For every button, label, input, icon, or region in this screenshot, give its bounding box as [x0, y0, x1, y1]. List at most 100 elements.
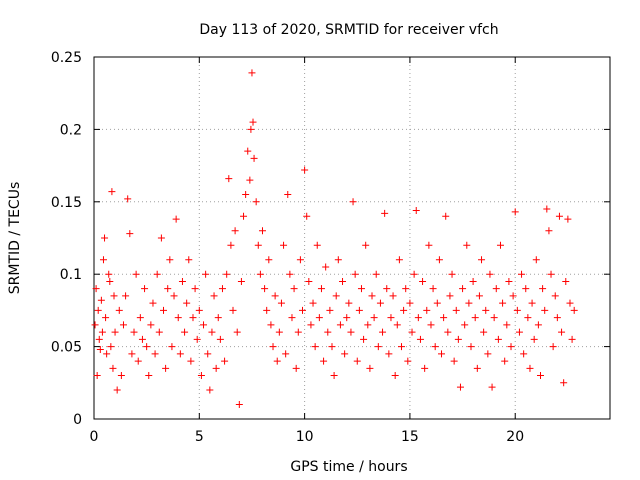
data-point	[343, 314, 351, 322]
data-point	[145, 372, 153, 380]
x-axis-label: GPS time / hours	[290, 459, 407, 475]
data-point	[92, 285, 100, 293]
data-point	[475, 292, 483, 300]
data-point	[515, 328, 523, 336]
data-point	[128, 350, 136, 358]
data-point	[520, 350, 528, 358]
data-point	[282, 350, 290, 358]
data-point	[235, 401, 243, 409]
data-point	[351, 270, 359, 278]
data-point	[366, 364, 374, 372]
data-point	[178, 277, 186, 285]
data-point	[141, 285, 149, 293]
data-point	[545, 227, 553, 235]
data-point	[518, 270, 526, 278]
data-point	[513, 306, 521, 314]
data-point	[216, 335, 224, 343]
data-point	[102, 314, 110, 322]
data-point	[105, 270, 113, 278]
data-point	[185, 256, 193, 264]
data-point	[499, 299, 507, 307]
data-point	[482, 306, 490, 314]
data-point	[200, 321, 208, 329]
data-point	[442, 212, 450, 220]
data-point	[229, 306, 237, 314]
data-point	[286, 270, 294, 278]
data-point	[172, 215, 180, 223]
data-point	[299, 306, 307, 314]
data-point	[97, 296, 105, 304]
data-point	[214, 314, 222, 322]
data-point	[248, 69, 256, 77]
data-point	[549, 343, 557, 351]
data-point	[562, 277, 570, 285]
data-point	[511, 208, 519, 216]
data-point	[408, 328, 416, 336]
y-tick-label: 0.2	[60, 122, 82, 138]
data-point	[317, 285, 325, 293]
data-point	[507, 343, 515, 351]
data-point	[263, 306, 271, 314]
data-point	[444, 328, 452, 336]
data-point	[237, 277, 245, 285]
data-point	[461, 321, 469, 329]
data-point	[96, 345, 104, 353]
data-point	[170, 292, 178, 300]
data-point	[313, 241, 321, 249]
y-tick-label: 0	[73, 412, 82, 428]
data-point	[280, 241, 288, 249]
data-point	[153, 270, 161, 278]
data-point	[501, 357, 509, 365]
data-point	[484, 350, 492, 358]
data-point	[147, 321, 155, 329]
data-point	[134, 357, 142, 365]
data-point	[463, 241, 471, 249]
data-point	[269, 343, 277, 351]
data-point	[391, 372, 399, 380]
data-point	[288, 314, 296, 322]
data-point	[412, 206, 420, 214]
data-point	[242, 191, 250, 199]
data-point	[273, 357, 281, 365]
data-point	[143, 343, 151, 351]
data-point	[130, 328, 138, 336]
data-point	[332, 292, 340, 300]
data-point	[349, 198, 357, 206]
data-point	[406, 299, 414, 307]
data-point	[149, 299, 157, 307]
data-point	[284, 191, 292, 199]
data-point	[208, 328, 216, 336]
data-point	[528, 299, 536, 307]
data-point	[193, 335, 201, 343]
chart-title: Day 113 of 2020, SRMTID for receiver vfc…	[199, 22, 498, 38]
data-point	[372, 270, 380, 278]
data-point	[246, 176, 254, 184]
data-point	[376, 299, 384, 307]
data-point	[261, 285, 269, 293]
data-point	[267, 321, 275, 329]
data-point	[570, 306, 578, 314]
data-point	[157, 234, 165, 242]
data-point	[250, 154, 258, 162]
data-point	[374, 343, 382, 351]
data-point	[509, 292, 517, 300]
data-point	[393, 321, 401, 329]
data-point	[427, 321, 435, 329]
data-point	[210, 292, 218, 300]
data-point	[353, 357, 361, 365]
data-point	[505, 277, 513, 285]
data-point	[113, 386, 121, 394]
data-point	[454, 335, 462, 343]
data-point	[429, 285, 437, 293]
data-point	[330, 372, 338, 380]
data-point	[101, 234, 109, 242]
data-point	[111, 328, 119, 336]
data-point	[400, 306, 408, 314]
data-point	[191, 285, 199, 293]
data-point	[553, 314, 561, 322]
data-point	[301, 166, 309, 174]
data-point	[315, 314, 323, 322]
data-point	[370, 314, 378, 322]
data-point	[94, 306, 102, 314]
